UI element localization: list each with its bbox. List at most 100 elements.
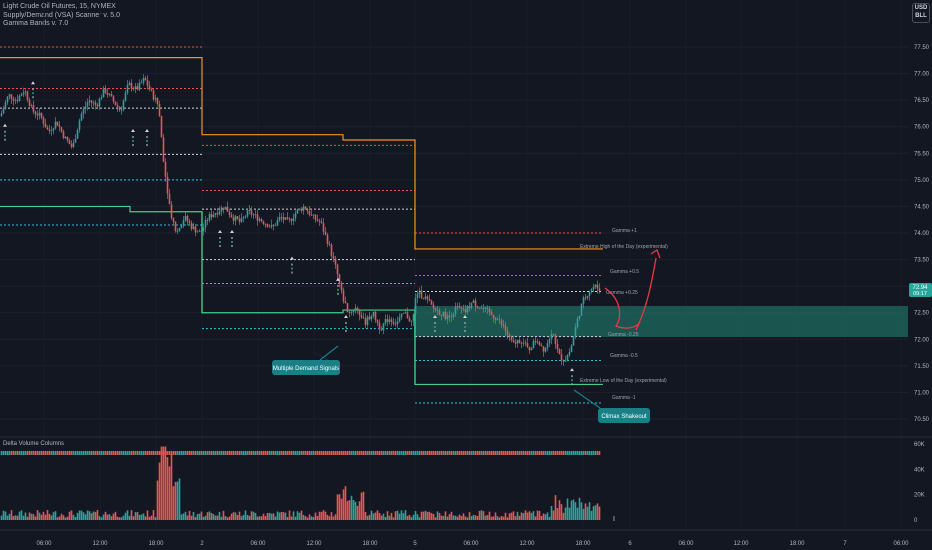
- volume-column: [252, 511, 255, 520]
- candle-body: [568, 352, 571, 356]
- delta-strip-cell: [304, 451, 307, 455]
- volume-column: [30, 513, 33, 520]
- volume-column: [16, 515, 19, 520]
- symbol-title[interactable]: Light Crude Oil Futures, 15, NYMEX: [3, 3, 116, 10]
- candle-body: [38, 112, 41, 116]
- delta-strip-cell: [76, 451, 79, 455]
- volume-column: [458, 514, 461, 520]
- volume-column: [4, 511, 7, 520]
- candle-body: [72, 142, 75, 147]
- candle-body: [208, 214, 211, 221]
- candle-body: [276, 220, 279, 226]
- volume-column: [78, 510, 81, 520]
- indicator-vsa-scanner[interactable]: Supply/Demand (VSA) Scanner v. 5.0: [3, 12, 120, 19]
- volume-column: [350, 495, 353, 520]
- delta-strip-cell: [24, 451, 27, 455]
- time-tick-label: 06:00: [678, 541, 694, 547]
- grid: [0, 46, 908, 420]
- signal-arrow: [131, 129, 135, 133]
- demand-callout[interactable]: [272, 360, 340, 375]
- candle-body: [76, 130, 79, 139]
- candle-body: [2, 108, 5, 114]
- delta-strip-cell: [12, 451, 15, 455]
- volume-column: [480, 510, 483, 520]
- signal-dot: [219, 245, 221, 247]
- time-tick-label: 06:00: [463, 541, 479, 547]
- candle-body: [52, 128, 55, 131]
- delta-strip-cell: [512, 451, 515, 455]
- volume-column: [484, 515, 487, 520]
- delta-strip-cell: [130, 451, 133, 455]
- candle-body: [50, 130, 53, 132]
- volume-column: [596, 503, 599, 520]
- volume-column: [450, 511, 453, 520]
- candle-body: [270, 224, 273, 227]
- delta-strip-cell: [396, 451, 399, 455]
- volume-column: [286, 517, 289, 520]
- candle-body: [366, 316, 369, 325]
- candle-body: [10, 94, 13, 99]
- delta-strip-cell: [582, 451, 585, 455]
- delta-strip-cell: [92, 451, 95, 455]
- candle-body: [36, 114, 39, 116]
- candle-body: [242, 217, 245, 219]
- indicator-gamma-bands[interactable]: Gamma Bands v. 7.0: [3, 20, 69, 27]
- last-price-value: 72.94: [912, 285, 928, 291]
- delta-strip-cell: [580, 451, 583, 455]
- delta-strip-cell: [136, 451, 139, 455]
- volume-column: [148, 516, 151, 520]
- volume-column: [494, 512, 497, 520]
- candle-body: [408, 318, 411, 322]
- delta-strip-cell: [566, 451, 569, 455]
- delta-strip-cell: [246, 451, 249, 455]
- signal-dot: [4, 130, 6, 133]
- candle-body: [24, 91, 27, 93]
- delta-strip-cell: [254, 451, 257, 455]
- delta-strip-cell: [134, 451, 137, 455]
- volume-column: [464, 516, 467, 520]
- delta-strip-cell: [440, 451, 443, 455]
- candle-body: [182, 220, 185, 226]
- price-tick-label: 72.00: [914, 337, 930, 343]
- volume-column: [196, 514, 199, 520]
- volume-column: [190, 515, 193, 520]
- candle-body: [500, 320, 503, 325]
- candle-body: [56, 121, 59, 126]
- delta-strip-cell: [518, 451, 521, 455]
- candle-body: [174, 221, 177, 232]
- delta-strip-cell: [508, 451, 511, 455]
- volume-column: [344, 486, 347, 520]
- volume-column: [88, 511, 91, 520]
- delta-strip-cell: [202, 451, 205, 455]
- volume-pane-title[interactable]: Delta Volume Columns: [3, 441, 64, 447]
- candle-body: [176, 231, 179, 232]
- candle-body: [456, 306, 459, 308]
- delta-strip-cell: [496, 451, 499, 455]
- volume-column: [226, 517, 229, 520]
- delta-strip-cell: [146, 451, 149, 455]
- delta-strip-cell: [336, 451, 339, 455]
- delta-strip-cell: [214, 451, 217, 455]
- delta-strip-cell: [310, 451, 313, 455]
- delta-strip-cell: [524, 451, 527, 455]
- volume-column: [42, 511, 45, 520]
- delta-strip-cell: [594, 451, 597, 455]
- delta-strip-cell: [98, 451, 101, 455]
- delta-strip-cell: [392, 451, 395, 455]
- candle-body: [322, 223, 325, 232]
- currency-unit-toggle[interactable]: USD BLL: [912, 3, 930, 23]
- label-gamma-plus025: Gamma +0.25: [606, 290, 638, 296]
- price-tick-label: 76.00: [914, 125, 930, 131]
- volume-column: [576, 507, 579, 520]
- price-tick-label: 73.50: [914, 258, 930, 264]
- volume-column: [318, 511, 321, 520]
- delta-strip-cell: [222, 451, 225, 455]
- candle-body: [462, 308, 465, 310]
- candle-body: [210, 214, 213, 218]
- candle-body: [542, 346, 545, 352]
- volume-column: [474, 515, 477, 520]
- climax-callout[interactable]: [598, 408, 650, 423]
- delta-strip-cell: [560, 451, 563, 455]
- candle-body: [566, 355, 569, 361]
